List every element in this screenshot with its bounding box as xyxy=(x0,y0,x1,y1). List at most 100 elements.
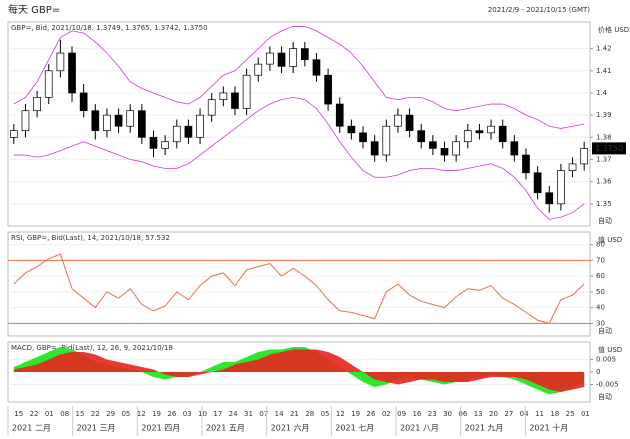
candle-body xyxy=(429,141,437,149)
candle-body xyxy=(557,170,565,205)
x-tick-label: 27 xyxy=(504,410,513,418)
candle-body xyxy=(79,92,88,112)
candle-body xyxy=(545,192,554,205)
last-price-box xyxy=(592,142,626,155)
candle-body xyxy=(207,99,216,116)
candle-body xyxy=(405,114,414,132)
auto-label: 自动 xyxy=(598,392,612,401)
y-tick-label: 0 xyxy=(596,368,600,376)
candle-body xyxy=(359,132,367,143)
axis-unit: 值 USD xyxy=(598,345,622,354)
x-tick-label: 06 xyxy=(458,410,467,418)
candle-body xyxy=(324,74,332,105)
candle-body xyxy=(522,154,530,174)
y-tick-label: 1.39 xyxy=(596,111,612,119)
auto-label: 自动 xyxy=(598,326,612,335)
x-tick-label: 16 xyxy=(412,410,421,418)
x-tick-label: 31 xyxy=(244,410,253,418)
bollinger-band xyxy=(13,96,585,220)
candle-body xyxy=(44,70,53,98)
y-tick-label: 80 xyxy=(596,241,605,249)
candle-body xyxy=(487,125,495,134)
x-tick-label: 17 xyxy=(213,410,222,418)
candle-body xyxy=(335,103,344,127)
y-tick-label: 1.35 xyxy=(596,200,612,208)
x-tick-label: 24 xyxy=(229,410,238,418)
candle-body xyxy=(533,172,542,194)
candle-body xyxy=(300,48,309,61)
candle-body xyxy=(475,130,484,134)
x-tick-label: 22 xyxy=(30,410,39,418)
x-tick-label: 12 xyxy=(336,410,345,418)
candle-body xyxy=(452,141,460,156)
candle-body xyxy=(68,52,76,94)
candle-body xyxy=(394,114,402,127)
y-tick-label: 0.005 xyxy=(596,356,616,364)
candle-body xyxy=(277,52,286,67)
auto-label: 自动 xyxy=(598,216,612,225)
x-tick-label: 03 xyxy=(183,410,192,418)
y-tick-label: 1.37 xyxy=(596,155,612,163)
x-tick-label: 13 xyxy=(474,410,483,418)
candle-body xyxy=(9,130,18,138)
x-tick-label: 09 xyxy=(397,410,406,418)
x-tick-label: 15 xyxy=(14,410,23,418)
candle-body xyxy=(370,141,379,156)
axis-unit: 值 USD xyxy=(598,235,622,244)
candle-body xyxy=(382,125,391,156)
x-tick-label: 10 xyxy=(198,410,207,418)
x-tick-label: 23 xyxy=(428,410,437,418)
candle-body xyxy=(219,92,228,100)
x-tick-label: 20 xyxy=(489,410,498,418)
candle-body xyxy=(33,97,41,112)
candle-body xyxy=(114,114,123,127)
x-month-label: 2021 七月 xyxy=(335,424,374,433)
x-month-label: 2021 二月 xyxy=(12,424,51,433)
candle-body xyxy=(254,63,263,76)
y-tick-label: 1.38 xyxy=(596,133,612,141)
x-tick-label: 12 xyxy=(137,410,146,418)
chart-title: 每天 GBP= xyxy=(8,3,60,16)
candle-body xyxy=(172,125,181,143)
y-tick-label: 70 xyxy=(596,256,605,264)
x-tick-label: 19 xyxy=(152,410,161,418)
candle-body xyxy=(126,110,135,127)
x-tick-label: 05 xyxy=(121,410,130,418)
x-tick-label: 01 xyxy=(45,410,54,418)
x-tick-label: 22 xyxy=(91,410,100,418)
x-month-label: 2021 九月 xyxy=(465,424,504,433)
panel-frame xyxy=(7,231,591,337)
x-tick-label: 15 xyxy=(76,410,85,418)
x-tick-label: 28 xyxy=(305,410,314,418)
candle-body xyxy=(242,74,251,109)
candle-body xyxy=(103,114,111,132)
panel-frame xyxy=(7,21,591,227)
candle-body xyxy=(312,59,321,76)
candle-body xyxy=(184,125,193,138)
candle-body xyxy=(91,110,100,132)
candle-body xyxy=(498,125,507,143)
x-month-label: 2021 三月 xyxy=(77,424,116,433)
last-price-label: 1.3750 xyxy=(595,144,623,153)
y-tick-label: 1.4 xyxy=(596,89,608,97)
x-tick-label: 11 xyxy=(535,410,544,418)
x-tick-label: 07 xyxy=(259,410,268,418)
candle-body xyxy=(138,110,146,138)
y-tick-label: 30 xyxy=(596,319,605,327)
x-tick-label: 29 xyxy=(106,410,115,418)
candle-body xyxy=(580,148,589,165)
axis-unit: 价格 USD xyxy=(598,25,629,34)
candle-body xyxy=(568,163,577,171)
x-tick-label: 19 xyxy=(351,410,360,418)
x-tick-label: 18 xyxy=(550,410,559,418)
bollinger-band xyxy=(13,26,585,129)
candle-body xyxy=(463,130,472,143)
candle-body xyxy=(21,110,30,132)
y-tick-label: 40 xyxy=(596,304,605,312)
x-tick-label: 21 xyxy=(290,410,299,418)
candle-body xyxy=(161,141,169,149)
panel-legend: RSI, GBP=, Bid(Last), 14, 2021/10/18, 57… xyxy=(11,234,170,242)
date-range: 2021/2/9 - 2021/10/15 (GMT) xyxy=(488,6,590,14)
x-month-label: 2021 四月 xyxy=(141,424,180,433)
